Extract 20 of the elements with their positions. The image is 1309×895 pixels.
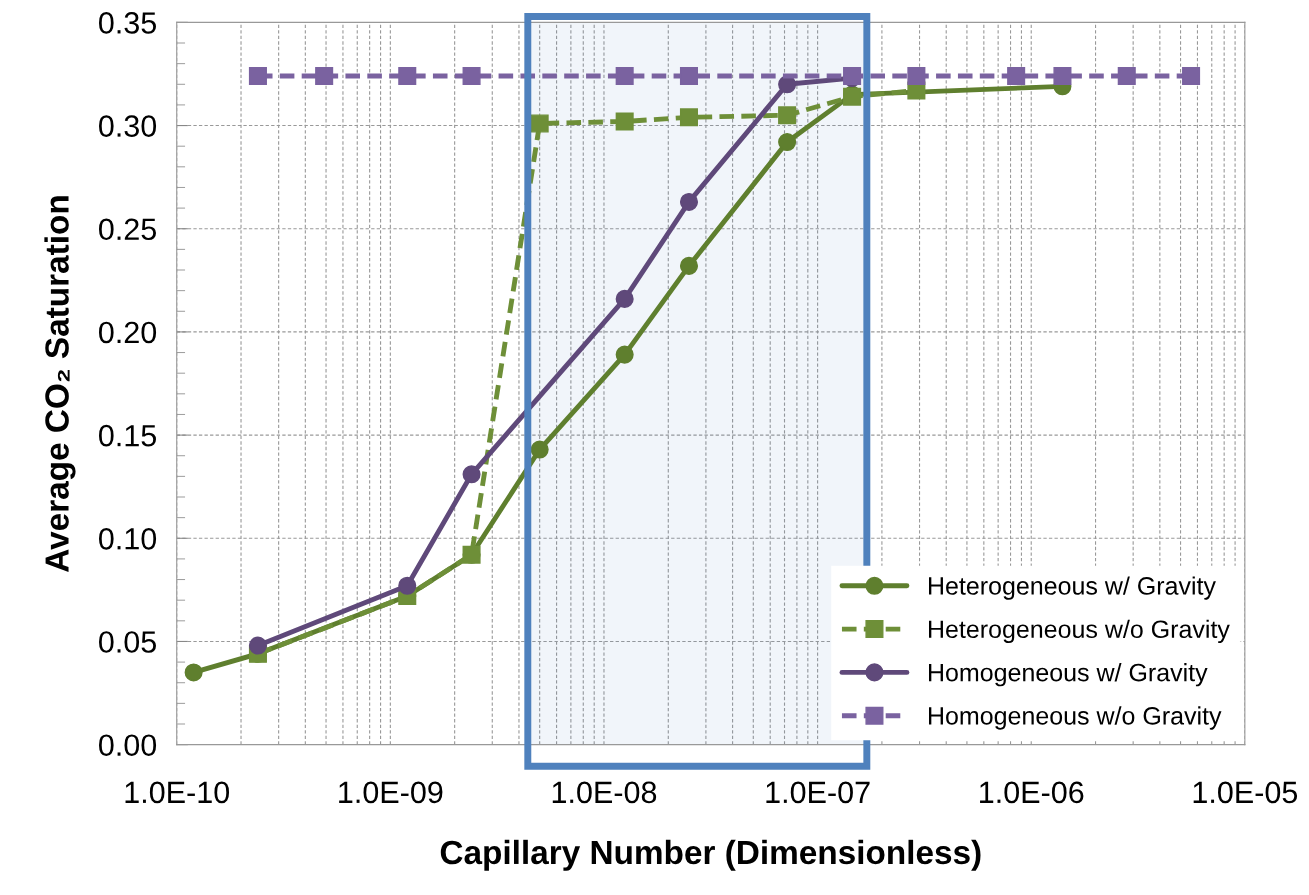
y-tick-label: 0.00 [99,734,157,757]
x-tick-label: 1.0E-08 [552,781,657,804]
y-tick-label: 0.05 [99,631,156,653]
y-tick-label: 0.10 [99,528,157,550]
legend-label: Homogeneous w/ Gravity [929,663,1208,687]
y-tick-label: 0.15 [99,424,156,447]
x-tick-label: 1.0E-05 [1193,781,1298,804]
x-tick-label: 1.0E-07 [766,781,870,804]
legend-label: Heterogeneous w/o Gravity [929,619,1230,644]
x-tick-label: 1.0E-10 [125,781,230,804]
legend-label: Homogeneous w/o Gravity [929,706,1222,730]
y-tick-label: 0.20 [99,321,157,344]
y-tick-label: 0.25 [99,218,156,241]
x-tick-label: 1.0E-06 [980,781,1084,804]
y-axis-title: Average CO₂ Saturation [44,196,76,572]
y-tick-label: 0.35 [99,12,156,34]
x-tick-label: 1.0E-09 [339,781,443,804]
y-tick-label: 0.30 [99,115,157,137]
legend-label: Heterogeneous w/ Gravity [929,576,1216,600]
x-axis-title: Capillary Number (Dimensionless) [440,839,981,871]
